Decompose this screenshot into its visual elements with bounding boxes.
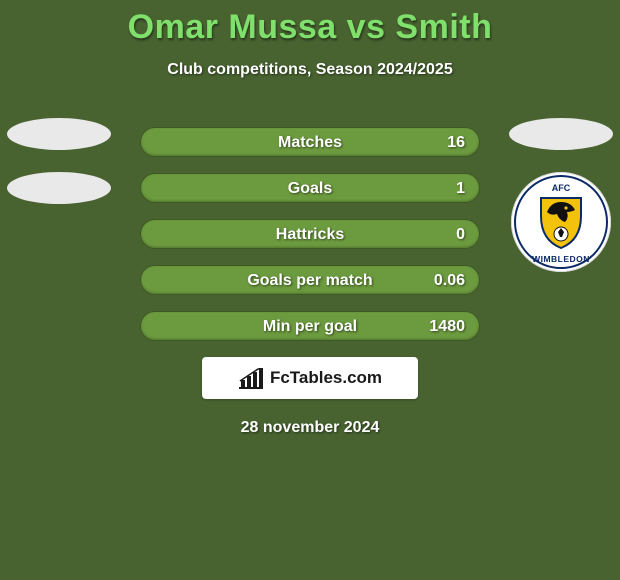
badge-text-top: AFC (552, 183, 571, 193)
badge-text-bottom: WIMBLEDON (532, 254, 590, 264)
stat-value: 1480 (429, 312, 465, 342)
stat-label: Goals per match (247, 266, 372, 296)
bar-chart-icon (238, 367, 264, 389)
stat-row-gpm: Goals per match 0.06 (140, 265, 480, 295)
stat-row-mpg: Min per goal 1480 (140, 311, 480, 341)
stat-row-hattricks: Hattricks 0 (140, 219, 480, 249)
stat-label: Hattricks (276, 220, 344, 250)
player-left-ellipse-2 (7, 172, 111, 204)
player-right-ellipse-1 (509, 118, 613, 150)
date-line: 28 november 2024 (0, 419, 620, 437)
stat-value: 0 (456, 220, 465, 250)
stat-label: Min per goal (263, 312, 357, 342)
stats-block: Matches 16 Goals 1 Hattricks 0 Goals per… (140, 127, 480, 341)
stat-label: Goals (288, 174, 332, 204)
subtitle: Club competitions, Season 2024/2025 (0, 61, 620, 79)
player-right-slot: AFC WIMBLEDON (506, 118, 616, 272)
club-badge-svg: AFC WIMBLEDON (511, 172, 611, 272)
stat-label: Matches (278, 128, 342, 158)
stat-value: 16 (447, 128, 465, 158)
brand-text: FcTables.com (270, 368, 382, 388)
page-title: Omar Mussa vs Smith (0, 0, 620, 47)
club-badge: AFC WIMBLEDON (511, 172, 611, 272)
stat-row-matches: Matches 16 (140, 127, 480, 157)
brand-logo-box: FcTables.com (202, 357, 418, 399)
player-left-ellipse-1 (7, 118, 111, 150)
stat-value: 0.06 (434, 266, 465, 296)
stat-value: 1 (456, 174, 465, 204)
stat-row-goals: Goals 1 (140, 173, 480, 203)
player-left-slot (4, 118, 114, 204)
